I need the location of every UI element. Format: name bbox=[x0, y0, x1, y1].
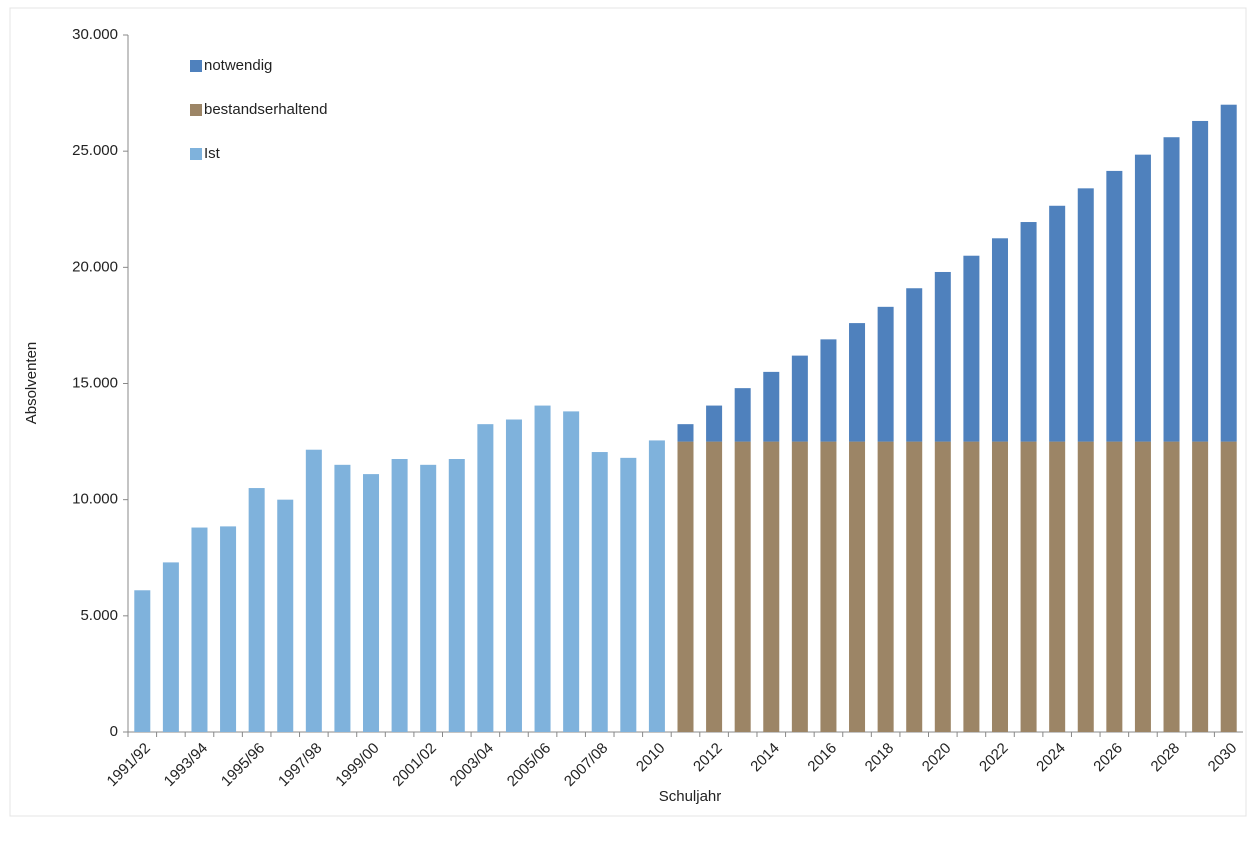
x-tick-label: 2022 bbox=[976, 740, 1012, 776]
bar bbox=[1020, 441, 1037, 732]
bar bbox=[906, 288, 923, 442]
bar bbox=[591, 452, 608, 732]
legend-swatch bbox=[190, 148, 202, 160]
bar bbox=[934, 271, 951, 442]
bar bbox=[1077, 441, 1094, 732]
legend-label: notwendig bbox=[204, 57, 272, 74]
bar bbox=[1077, 188, 1094, 442]
x-tick-label: 2010 bbox=[633, 740, 669, 776]
x-tick-label: 2001/02 bbox=[389, 740, 439, 790]
bar bbox=[1192, 441, 1209, 732]
bar bbox=[563, 411, 580, 732]
x-tick-label: 2005/06 bbox=[504, 740, 554, 790]
bar bbox=[477, 424, 494, 732]
bar bbox=[1220, 441, 1237, 732]
bar bbox=[820, 441, 837, 732]
x-tick-label: 2012 bbox=[690, 740, 726, 776]
bar bbox=[1106, 441, 1123, 732]
legend-swatch bbox=[190, 60, 202, 72]
x-tick-label: 1995/96 bbox=[218, 740, 268, 790]
x-tick-label: 2007/08 bbox=[561, 740, 611, 790]
bar bbox=[734, 388, 751, 442]
bar bbox=[391, 459, 408, 732]
x-tick-label: 2014 bbox=[747, 740, 783, 776]
bar bbox=[191, 527, 208, 732]
bar bbox=[1134, 154, 1151, 442]
bar bbox=[677, 441, 694, 732]
x-tick-label: 2028 bbox=[1148, 740, 1184, 776]
bar bbox=[677, 424, 694, 442]
bar bbox=[791, 355, 808, 442]
bar bbox=[963, 255, 980, 442]
bar bbox=[963, 441, 980, 732]
bar bbox=[162, 562, 179, 732]
bar bbox=[877, 441, 894, 732]
legend-label: bestandserhaltend bbox=[204, 101, 327, 118]
y-tick-label: 30.000 bbox=[72, 26, 118, 43]
bar bbox=[1220, 104, 1237, 442]
bar bbox=[763, 441, 780, 732]
bar bbox=[849, 441, 866, 732]
x-tick-label: 2024 bbox=[1033, 740, 1069, 776]
y-tick-label: 5.000 bbox=[80, 607, 118, 624]
y-tick-label: 20.000 bbox=[72, 258, 118, 275]
y-axis-title: Absolventen bbox=[23, 342, 40, 425]
x-tick-label: 2018 bbox=[862, 740, 898, 776]
bar bbox=[305, 449, 322, 732]
x-tick-label: 1993/94 bbox=[161, 740, 211, 790]
bar bbox=[220, 526, 237, 732]
x-tick-label: 2003/04 bbox=[447, 740, 497, 790]
bar bbox=[648, 440, 665, 732]
bar bbox=[906, 441, 923, 732]
bar bbox=[248, 488, 265, 732]
bar bbox=[420, 464, 437, 732]
x-tick-label: 2026 bbox=[1090, 740, 1126, 776]
bar bbox=[991, 238, 1008, 442]
bar bbox=[1163, 441, 1180, 732]
y-tick-label: 15.000 bbox=[72, 374, 118, 391]
bar bbox=[1020, 222, 1037, 442]
bar bbox=[1192, 120, 1209, 442]
x-tick-label: 1991/92 bbox=[104, 740, 154, 790]
bar bbox=[1106, 170, 1123, 442]
bar bbox=[1163, 137, 1180, 442]
x-tick-label: 1999/00 bbox=[332, 740, 382, 790]
bar bbox=[706, 405, 723, 442]
bar bbox=[763, 371, 780, 442]
bar bbox=[877, 306, 894, 442]
bar bbox=[620, 457, 637, 732]
bar bbox=[334, 464, 351, 732]
bar bbox=[534, 405, 551, 732]
bar bbox=[734, 441, 751, 732]
frame bbox=[9, 7, 1247, 817]
y-tick-label: 0 bbox=[110, 723, 118, 740]
bar bbox=[277, 499, 294, 732]
bar bbox=[363, 474, 380, 732]
bar bbox=[1049, 205, 1066, 442]
bar bbox=[706, 441, 723, 732]
bar bbox=[1049, 441, 1066, 732]
bar bbox=[791, 441, 808, 732]
y-tick-label: 25.000 bbox=[72, 142, 118, 159]
x-tick-label: 1997/98 bbox=[275, 740, 325, 790]
x-axis-title: Schuljahr bbox=[659, 788, 722, 805]
bar bbox=[134, 590, 151, 732]
legend-label: Ist bbox=[204, 145, 221, 162]
bar bbox=[934, 441, 951, 732]
bar bbox=[849, 323, 866, 442]
x-tick-label: 2020 bbox=[919, 740, 955, 776]
bar bbox=[1134, 441, 1151, 732]
x-tick-label: 2016 bbox=[804, 740, 840, 776]
legend-swatch bbox=[190, 104, 202, 116]
bar bbox=[820, 339, 837, 442]
x-tick-label: 2030 bbox=[1205, 740, 1241, 776]
bar bbox=[505, 419, 522, 732]
y-tick-label: 10.000 bbox=[72, 491, 118, 508]
bar bbox=[448, 459, 465, 732]
bar bbox=[991, 441, 1008, 732]
